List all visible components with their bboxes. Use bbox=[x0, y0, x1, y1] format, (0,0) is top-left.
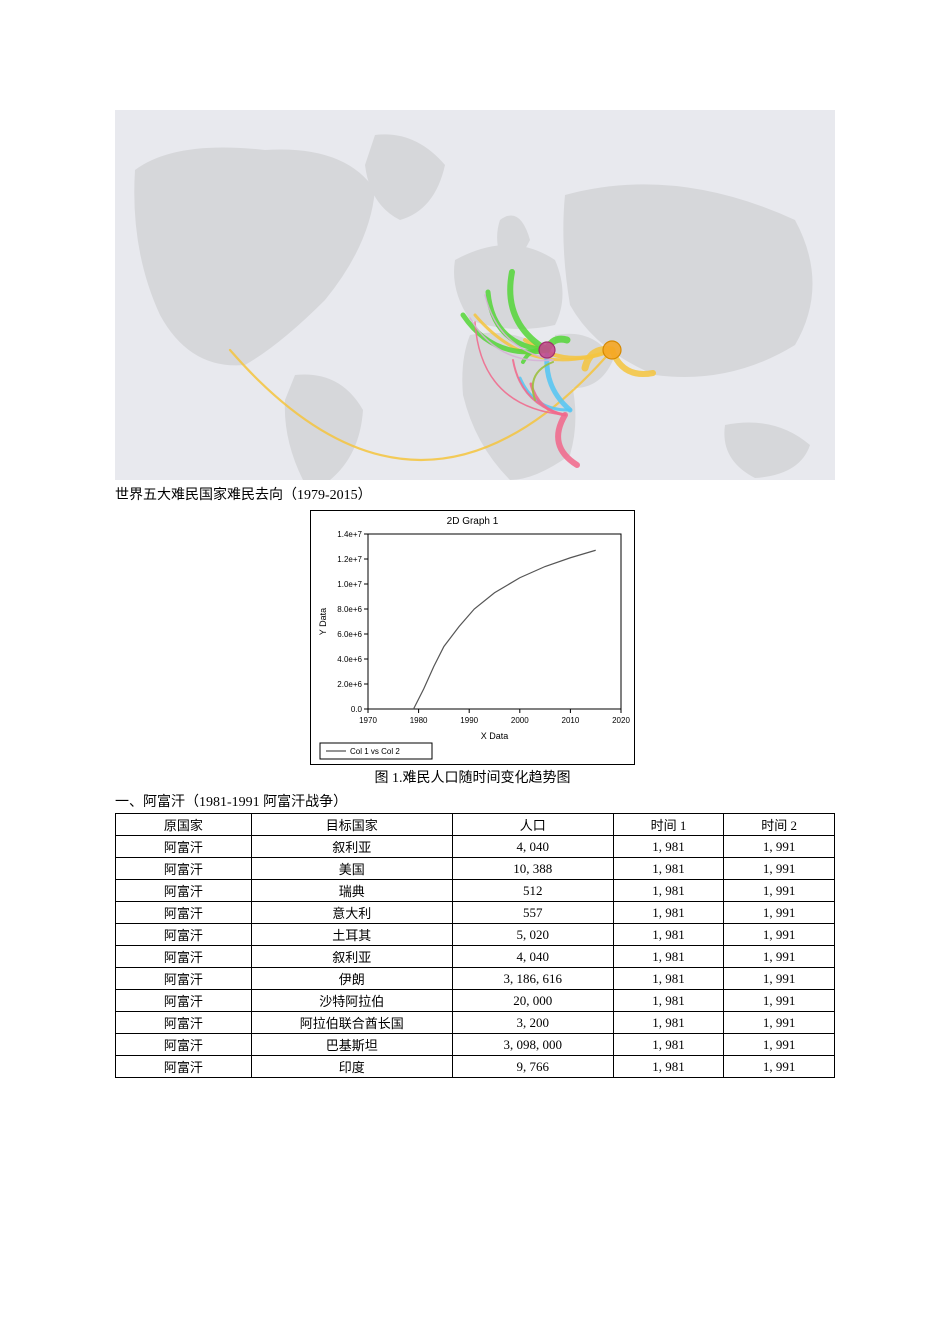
table-cell: 阿富汗 bbox=[116, 902, 252, 924]
svg-text:1970: 1970 bbox=[359, 716, 377, 725]
table-row: 阿富汗意大利5571, 9811, 991 bbox=[116, 902, 835, 924]
table-cell: 1, 981 bbox=[613, 836, 724, 858]
column-header: 时间 1 bbox=[613, 814, 724, 836]
svg-text:1990: 1990 bbox=[460, 716, 478, 725]
flow-map-svg bbox=[115, 110, 835, 480]
svg-text:1980: 1980 bbox=[410, 716, 428, 725]
table-cell: 512 bbox=[452, 880, 613, 902]
table-cell: 印度 bbox=[251, 1056, 452, 1078]
table-cell: 伊朗 bbox=[251, 968, 452, 990]
table-cell: 1, 981 bbox=[613, 946, 724, 968]
table-cell: 阿拉伯联合酋长国 bbox=[251, 1012, 452, 1034]
table-cell: 巴基斯坦 bbox=[251, 1034, 452, 1056]
table-cell: 1, 991 bbox=[724, 990, 835, 1012]
table-cell: 4, 040 bbox=[452, 836, 613, 858]
figure-caption: 图 1.难民人口随时间变化趋势图 bbox=[115, 767, 830, 787]
table-cell: 3, 200 bbox=[452, 1012, 613, 1034]
svg-text:6.0e+6: 6.0e+6 bbox=[337, 630, 362, 639]
trend-chart: 2D Graph 1 0.0 2.0e+6 4.0e+6 6.0e+6 8.0e+6 1.0… bbox=[310, 510, 635, 765]
table-row: 阿富汗土耳其5, 0201, 9811, 991 bbox=[116, 924, 835, 946]
table-cell: 1, 981 bbox=[613, 924, 724, 946]
table-cell: 1, 981 bbox=[613, 858, 724, 880]
svg-text:4.0e+6: 4.0e+6 bbox=[337, 655, 362, 664]
table-cell: 4, 040 bbox=[452, 946, 613, 968]
table-cell: 20, 000 bbox=[452, 990, 613, 1012]
section-title: 一、阿富汗（1981-1991 阿富汗战争） bbox=[115, 791, 830, 811]
table-row: 阿富汗伊朗3, 186, 6161, 9811, 991 bbox=[116, 968, 835, 990]
table-cell: 阿富汗 bbox=[116, 1056, 252, 1078]
table-cell: 阿富汗 bbox=[116, 946, 252, 968]
table-cell: 1, 981 bbox=[613, 880, 724, 902]
table-cell: 1, 991 bbox=[724, 946, 835, 968]
svg-text:1.4e+7: 1.4e+7 bbox=[337, 530, 362, 539]
svg-text:1.2e+7: 1.2e+7 bbox=[337, 555, 362, 564]
document-page: 世界五大难民国家难民去向（1979-2015） 2D Graph 1 0.0 2.0… bbox=[0, 0, 945, 1198]
table-cell: 1, 991 bbox=[724, 902, 835, 924]
table-cell: 1, 991 bbox=[724, 1034, 835, 1056]
table-cell: 1, 981 bbox=[613, 990, 724, 1012]
table-cell: 阿富汗 bbox=[116, 880, 252, 902]
svg-text:2020: 2020 bbox=[612, 716, 630, 725]
table-cell: 1, 991 bbox=[724, 924, 835, 946]
table-header-row: 原国家目标国家人口时间 1时间 2 bbox=[116, 814, 835, 836]
table-cell: 1, 981 bbox=[613, 1034, 724, 1056]
table-cell: 5, 020 bbox=[452, 924, 613, 946]
table-cell: 阿富汗 bbox=[116, 1012, 252, 1034]
svg-text:Col 1 vs Col 2: Col 1 vs Col 2 bbox=[350, 747, 400, 756]
flow-map bbox=[115, 110, 835, 480]
table-row: 阿富汗叙利亚4, 0401, 9811, 991 bbox=[116, 836, 835, 858]
svg-text:2.0e+6: 2.0e+6 bbox=[337, 680, 362, 689]
table-cell: 1, 991 bbox=[724, 1012, 835, 1034]
svg-text:2000: 2000 bbox=[511, 716, 529, 725]
table-row: 阿富汗叙利亚4, 0401, 9811, 991 bbox=[116, 946, 835, 968]
table-cell: 1, 991 bbox=[724, 1056, 835, 1078]
table-row: 阿富汗巴基斯坦3, 098, 0001, 9811, 991 bbox=[116, 1034, 835, 1056]
svg-text:X Data: X Data bbox=[481, 731, 509, 741]
table-cell: 瑞典 bbox=[251, 880, 452, 902]
table-cell: 1, 991 bbox=[724, 858, 835, 880]
table-cell: 美国 bbox=[251, 858, 452, 880]
table-cell: 1, 991 bbox=[724, 880, 835, 902]
table-row: 阿富汗瑞典5121, 9811, 991 bbox=[116, 880, 835, 902]
svg-text:Y Data: Y Data bbox=[318, 608, 328, 635]
table-row: 阿富汗美国10, 3881, 9811, 991 bbox=[116, 858, 835, 880]
table-cell: 1, 981 bbox=[613, 1012, 724, 1034]
table-cell: 意大利 bbox=[251, 902, 452, 924]
svg-text:2D Graph 1: 2D Graph 1 bbox=[447, 516, 499, 527]
column-header: 时间 2 bbox=[724, 814, 835, 836]
table-cell: 1, 991 bbox=[724, 836, 835, 858]
table-cell: 阿富汗 bbox=[116, 990, 252, 1012]
refugee-table: 原国家目标国家人口时间 1时间 2阿富汗叙利亚4, 0401, 9811, 99… bbox=[115, 813, 835, 1078]
table-cell: 阿富汗 bbox=[116, 836, 252, 858]
table-cell: 叙利亚 bbox=[251, 836, 452, 858]
table-cell: 1, 981 bbox=[613, 1056, 724, 1078]
svg-text:8.0e+6: 8.0e+6 bbox=[337, 605, 362, 614]
trend-chart-svg: 2D Graph 1 0.0 2.0e+6 4.0e+6 6.0e+6 8.0e+6 1.0… bbox=[310, 510, 635, 765]
table-cell: 3, 186, 616 bbox=[452, 968, 613, 990]
column-header: 目标国家 bbox=[251, 814, 452, 836]
svg-text:1.0e+7: 1.0e+7 bbox=[337, 580, 362, 589]
column-header: 人口 bbox=[452, 814, 613, 836]
table-cell: 沙特阿拉伯 bbox=[251, 990, 452, 1012]
table-cell: 阿富汗 bbox=[116, 968, 252, 990]
svg-text:0.0: 0.0 bbox=[351, 705, 363, 714]
table-cell: 土耳其 bbox=[251, 924, 452, 946]
table-cell: 1, 981 bbox=[613, 968, 724, 990]
table-cell: 9, 766 bbox=[452, 1056, 613, 1078]
table-cell: 1, 981 bbox=[613, 902, 724, 924]
table-cell: 557 bbox=[452, 902, 613, 924]
table-cell: 阿富汗 bbox=[116, 924, 252, 946]
table-cell: 叙利亚 bbox=[251, 946, 452, 968]
table-row: 阿富汗印度9, 7661, 9811, 991 bbox=[116, 1056, 835, 1078]
table-cell: 阿富汗 bbox=[116, 858, 252, 880]
table-cell: 3, 098, 000 bbox=[452, 1034, 613, 1056]
column-header: 原国家 bbox=[116, 814, 252, 836]
svg-text:2010: 2010 bbox=[562, 716, 580, 725]
table-cell: 10, 388 bbox=[452, 858, 613, 880]
table-cell: 1, 991 bbox=[724, 968, 835, 990]
table-row: 阿富汗阿拉伯联合酋长国3, 2001, 9811, 991 bbox=[116, 1012, 835, 1034]
table-row: 阿富汗沙特阿拉伯20, 0001, 9811, 991 bbox=[116, 990, 835, 1012]
table-cell: 阿富汗 bbox=[116, 1034, 252, 1056]
map-caption: 世界五大难民国家难民去向（1979-2015） bbox=[115, 484, 830, 504]
